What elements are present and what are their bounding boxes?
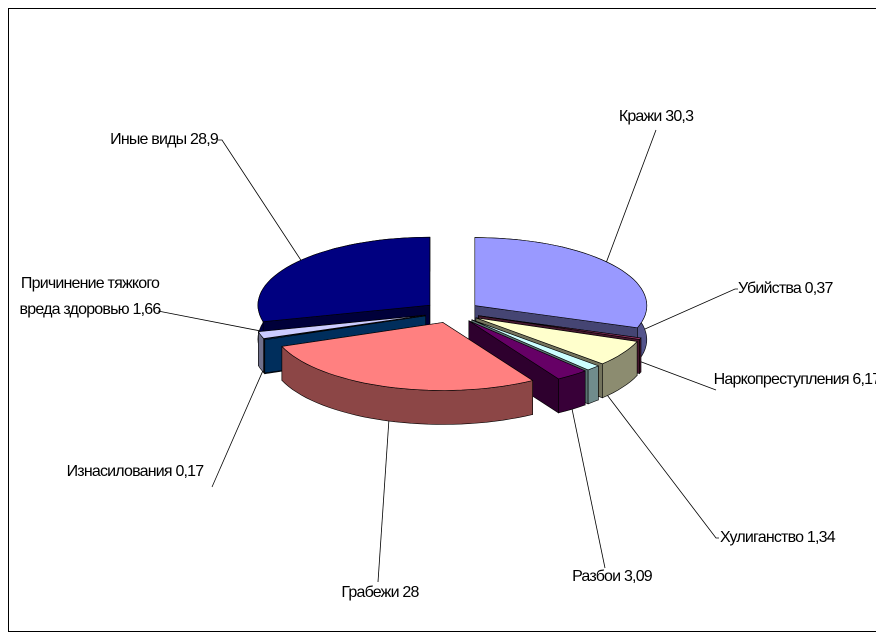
slice-top	[257, 314, 426, 339]
category-name: Иные виды	[110, 131, 187, 148]
data-label: Иные виды 28,9	[20, 127, 219, 153]
slice	[281, 321, 534, 425]
leader-line	[583, 363, 719, 539]
category-name: Кражи	[618, 108, 663, 125]
value-label: 3,09	[623, 568, 653, 585]
data-label: Грабежи 28	[310, 580, 450, 606]
data-label: Хулиганство 1,34	[720, 525, 876, 551]
chart-border	[8, 8, 876, 632]
value-label: 30,3	[665, 108, 694, 125]
data-label: Убийства 0,37	[738, 276, 876, 302]
data-label: Наркопреступления 6,17	[712, 367, 876, 393]
leader-line	[603, 129, 657, 270]
slice-top	[468, 320, 587, 380]
data-label: Причинение тяжкого вреда здоровью 1,66	[15, 271, 165, 323]
value-label: 28	[402, 584, 419, 601]
category-name: Изнасилования	[66, 463, 173, 480]
slice-top	[478, 315, 642, 340]
data-label: Изнасилования 0,17	[65, 459, 205, 485]
leader-line	[157, 310, 274, 334]
slice-top	[257, 236, 431, 323]
value-label: 1,66	[132, 301, 161, 318]
category-name: Причинение тяжкого вреда здоровью	[19, 275, 160, 318]
category-name: Убийства	[738, 280, 805, 297]
slice-top	[474, 237, 648, 329]
value-label: 1,34	[806, 529, 836, 546]
value-label: 28,9	[190, 131, 219, 148]
category-name: Хулиганство	[720, 529, 804, 546]
leader-line	[218, 139, 306, 267]
category-name: Наркопреступления	[713, 371, 850, 388]
slice-side	[639, 337, 642, 375]
slice-side	[587, 365, 599, 405]
value-label: 0,37	[804, 280, 834, 297]
slice-top	[471, 319, 600, 371]
slice-top	[281, 322, 534, 391]
value-label: 6,17	[852, 371, 876, 388]
leader-lines	[157, 129, 738, 583]
category-name: Грабежи	[341, 584, 399, 601]
slice-side	[263, 338, 266, 375]
leader-line	[627, 288, 738, 338]
slice	[468, 320, 587, 414]
slice-top	[263, 315, 426, 341]
category-name: Разбои	[572, 568, 621, 585]
data-label: Кражи 30,3	[596, 104, 716, 130]
data-label: Разбои 3,09	[540, 564, 684, 590]
value-label: 0,17	[175, 463, 204, 480]
slice-top	[475, 317, 638, 365]
